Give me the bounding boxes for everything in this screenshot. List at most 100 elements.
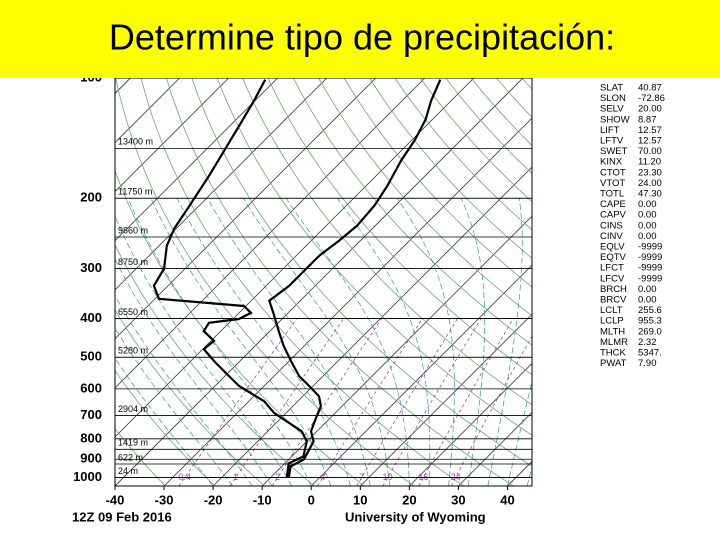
index-name: SLON	[600, 93, 626, 104]
index-value: -72.86	[638, 93, 665, 104]
index-name: KINX	[600, 157, 623, 168]
slide-title: Determine tipo de precipitación:	[109, 17, 615, 58]
index-value: -9999	[638, 263, 662, 274]
index-value: 0.00	[638, 199, 657, 210]
index-value: 12.57	[638, 125, 662, 136]
index-name: VTOT	[600, 178, 625, 189]
x-tick-label: -10	[253, 492, 272, 507]
y-tick-label: 800	[80, 430, 102, 445]
moist-adiabat	[286, 198, 409, 486]
index-name: PWAT	[600, 358, 627, 369]
dry-adiabat	[0, 78, 16, 486]
dry-adiabat	[446, 78, 720, 486]
index-name: BRCH	[600, 284, 627, 295]
index-value: 5347.	[638, 348, 662, 359]
isotherm	[0, 78, 131, 486]
index-value: 0.00	[638, 284, 657, 295]
isotherm	[0, 78, 32, 486]
x-tick-label: -30	[155, 492, 174, 507]
index-value: 24.00	[638, 178, 662, 189]
index-name: LFTV	[600, 136, 624, 147]
dry-adiabat	[395, 78, 720, 486]
index-name: BRCV	[600, 295, 627, 306]
index-value: -9999	[638, 252, 662, 263]
isotherm	[0, 78, 229, 486]
moist-adiabat	[338, 198, 430, 486]
index-name: MLTH	[600, 326, 625, 337]
height-label: 1419 m	[118, 438, 148, 448]
index-value: 12.57	[638, 136, 662, 147]
mixing-ratio-label: 4	[320, 472, 325, 482]
y-tick-label: 600	[80, 380, 102, 395]
index-name: LCLP	[600, 316, 624, 327]
index-name: SELV	[600, 104, 624, 115]
x-tick-label: 10	[353, 492, 367, 507]
index-value: 20.00	[638, 104, 662, 115]
index-name: CINS	[600, 220, 623, 231]
index-value: 70.00	[638, 146, 662, 157]
index-name: LCLT	[600, 305, 623, 316]
y-tick-label: 300	[80, 260, 102, 275]
y-tick-label: 200	[80, 190, 102, 205]
index-value: 23.30	[638, 167, 662, 178]
y-tick-label: 900	[80, 451, 102, 466]
footer-source: University of Wyoming	[345, 509, 486, 524]
height-label: 2904 m	[118, 404, 148, 414]
height-label: 9860 m	[118, 225, 148, 235]
isotherm	[409, 78, 720, 486]
index-name: CTOT	[600, 167, 626, 178]
height-label: 5280 m	[118, 346, 148, 356]
dry-adiabat	[370, 78, 720, 486]
y-tick-label: 700	[80, 407, 102, 422]
dry-adiabat	[420, 78, 720, 486]
index-name: THCK	[600, 348, 627, 359]
index-name: EQTV	[600, 252, 627, 263]
index-name: CAPV	[600, 210, 627, 221]
moist-adiabat	[488, 198, 523, 486]
y-tick-label: 500	[80, 349, 102, 364]
height-label: 6550 m	[118, 307, 148, 317]
mixing-ratio-line	[272, 319, 382, 487]
index-value: 47.30	[638, 189, 662, 200]
mixing-ratio-label: 1	[233, 472, 238, 482]
moist-adiabat	[527, 198, 605, 486]
x-tick-label: -40	[106, 492, 125, 507]
index-name: LFCV	[600, 273, 625, 284]
x-tick-label: 20	[402, 492, 416, 507]
index-name: LFCT	[600, 263, 624, 274]
height-label: 24 m	[118, 466, 138, 476]
isotherm	[0, 78, 82, 486]
dry-adiabat	[471, 78, 720, 486]
index-name: LIFT	[600, 125, 620, 136]
index-value: 0.00	[638, 295, 657, 306]
x-tick-label: 0	[308, 492, 315, 507]
dry-adiabat	[0, 78, 115, 486]
mixing-ratio-line	[383, 319, 481, 487]
height-label: 11750 m	[118, 187, 152, 197]
index-value: 0.00	[638, 220, 657, 231]
y-tick-label: 1000	[73, 469, 102, 484]
isotherm	[17, 78, 425, 486]
moist-adiabat	[128, 198, 311, 486]
index-value: 255.6	[638, 305, 662, 316]
isotherm	[164, 78, 572, 486]
index-value: -9999	[638, 273, 662, 284]
index-value: 11.20	[638, 157, 661, 168]
index-name: SWET	[600, 146, 628, 157]
dry-adiabat	[192, 78, 563, 486]
mixing-ratio-label: 10	[383, 472, 393, 482]
height-label: 8750 m	[118, 257, 148, 267]
index-value: 0.00	[638, 231, 657, 242]
mixing-ratio-label: 0.4	[178, 472, 191, 482]
x-tick-label: 30	[451, 492, 465, 507]
mixing-ratio-label: 7	[359, 472, 364, 482]
moist-adiabat	[508, 198, 567, 486]
y-tick-label: 400	[80, 310, 102, 325]
dry-adiabat	[14, 78, 215, 486]
mixing-ratio-label: 24	[451, 472, 461, 482]
index-name: TOTL	[600, 189, 624, 200]
mixing-ratio-label: 2	[275, 472, 280, 482]
moist-adiabat	[461, 198, 484, 486]
index-name: SLAT	[600, 83, 623, 94]
